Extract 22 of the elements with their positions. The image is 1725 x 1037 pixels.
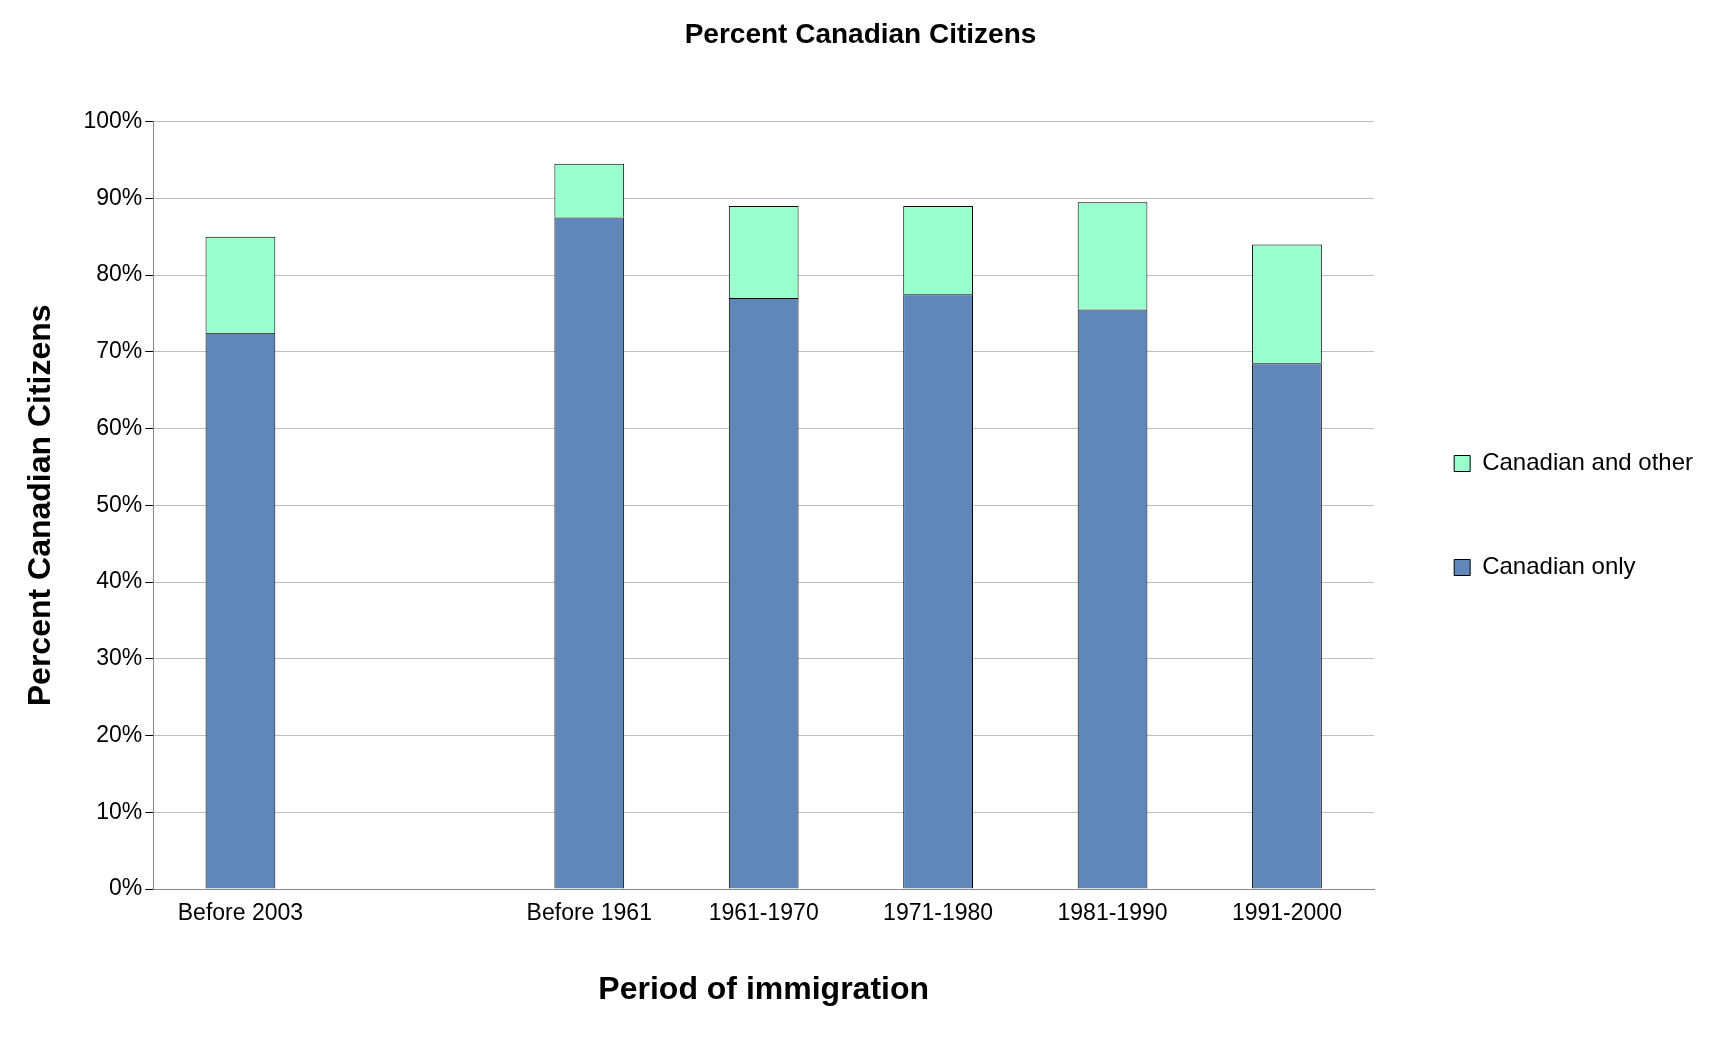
x-tick-label: Before 1961: [526, 899, 652, 926]
x-axis-title: Period of immigration: [598, 969, 930, 1006]
x-tick-label: 1991-2000: [1231, 899, 1342, 926]
legend-label: Canadian only: [1482, 552, 1636, 580]
y-tick-label: 40%: [96, 567, 143, 594]
x-tick-label: 1981-1990: [1057, 899, 1168, 926]
y-tick-label: 60%: [96, 413, 143, 440]
x-tick-label: 1971-1980: [883, 899, 994, 926]
x-tick-label: 1961-1970: [708, 899, 819, 926]
legend-label: Canadian and other: [1482, 448, 1694, 476]
y-tick-label: 0%: [108, 874, 143, 901]
y-tick-label: 30%: [96, 644, 143, 671]
y-axis-title: Percent Canadian Citizens: [21, 304, 58, 707]
y-tick-label: 10%: [96, 797, 143, 824]
y-tick-label: 90%: [96, 183, 143, 210]
y-tick-label: 50%: [96, 490, 143, 517]
y-tick-label: 20%: [96, 720, 143, 747]
y-tick-label: 70%: [96, 337, 143, 364]
chart-title: Percent Canadian Citizens: [684, 17, 1037, 49]
y-tick-label: 100%: [83, 106, 143, 133]
x-tick-label: Before 2003: [177, 899, 304, 926]
y-tick-label: 80%: [96, 260, 143, 287]
